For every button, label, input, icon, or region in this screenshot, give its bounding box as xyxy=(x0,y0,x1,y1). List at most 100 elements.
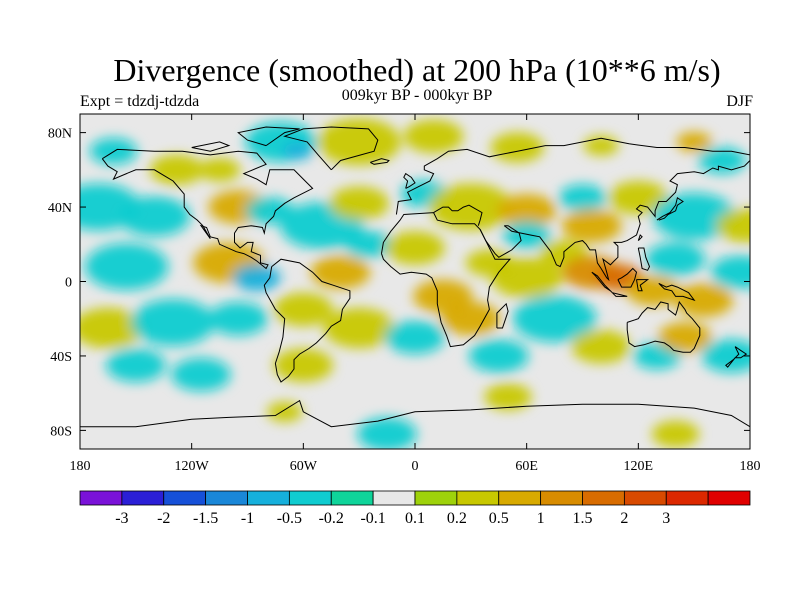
coastline xyxy=(591,271,613,294)
field-blob xyxy=(441,301,501,336)
field-blob xyxy=(208,301,268,336)
coastlines xyxy=(80,126,750,428)
field-blob xyxy=(490,132,545,163)
field-blob xyxy=(673,283,734,317)
lat-tick-label: 80S xyxy=(50,424,72,439)
lat-tick-label: 40N xyxy=(48,201,72,216)
field-blob xyxy=(403,119,464,154)
field-blob xyxy=(317,118,401,166)
colorbar-label: -0.1 xyxy=(360,510,385,527)
field-blob xyxy=(106,348,166,382)
field-blob xyxy=(310,255,371,289)
coastline xyxy=(370,158,390,165)
field-blob xyxy=(502,221,551,249)
field-blob xyxy=(468,339,529,373)
coastline xyxy=(637,234,643,241)
field-blob xyxy=(558,184,607,212)
colorbar-label: 1.5 xyxy=(573,510,593,527)
field-blob xyxy=(496,194,557,228)
coastline xyxy=(611,292,628,297)
coastline xyxy=(656,196,684,221)
coastline xyxy=(626,300,701,353)
colorbar-label: 0.5 xyxy=(489,510,509,527)
figure-subtitle: 009kyr BP - 000kyr BP xyxy=(341,87,493,104)
colorbar-swatch xyxy=(121,490,165,506)
lon-tick-label: 120E xyxy=(624,459,654,474)
field-blob xyxy=(266,401,303,422)
field-blob xyxy=(329,186,389,221)
field-blob xyxy=(131,298,215,346)
colorbar-swatch xyxy=(247,490,290,506)
colorbar-swatch xyxy=(623,490,667,506)
lon-tick-label: 60E xyxy=(515,459,538,474)
coastline xyxy=(725,346,748,368)
field-blob xyxy=(645,242,706,276)
colorbar-label: -1 xyxy=(241,510,254,527)
colorbar-label: 0.1 xyxy=(405,510,425,527)
lon-tick-label: 60W xyxy=(290,459,318,474)
colorbar-label: -0.2 xyxy=(319,510,344,527)
coastline xyxy=(191,141,231,152)
experiment-label: Expt = tdzdj-tdzda xyxy=(80,93,200,110)
field-blob xyxy=(149,154,204,185)
colorbar-swatch xyxy=(456,490,500,506)
colorbar-swatch xyxy=(79,490,123,506)
field-blob xyxy=(698,147,746,174)
field-blob xyxy=(658,322,712,353)
field-blob xyxy=(344,230,393,258)
latitude-axis: 80N 40N 0 40S 80S xyxy=(48,127,750,439)
coastline xyxy=(636,279,650,292)
coastline xyxy=(101,148,314,270)
coastline xyxy=(80,399,750,428)
field-blob xyxy=(652,192,736,240)
field-blob xyxy=(198,158,241,182)
field-blob xyxy=(626,275,681,306)
colorbar-swatch xyxy=(414,490,458,506)
colorbar-swatch xyxy=(582,490,625,506)
coastline xyxy=(263,258,351,383)
coastline xyxy=(504,160,750,282)
coastline xyxy=(403,172,416,189)
colorbar-swatch xyxy=(372,490,416,506)
colorbar-label: 3 xyxy=(662,510,670,527)
field-blob xyxy=(571,329,631,364)
colorbar-swatch xyxy=(498,490,542,506)
field-blob xyxy=(385,320,445,355)
colorbar-label: 1 xyxy=(537,510,545,527)
lon-tick-label: 180 xyxy=(70,459,91,474)
field-blob xyxy=(232,264,281,292)
field-blob xyxy=(710,255,750,289)
field-blob xyxy=(246,197,294,225)
field-blob xyxy=(357,417,417,449)
field-blob xyxy=(385,231,445,265)
field-blob xyxy=(273,292,334,327)
colorbar-label: 0.2 xyxy=(447,510,467,527)
divergence-field xyxy=(80,118,750,449)
field-blob xyxy=(84,243,169,291)
colorbar-swatch xyxy=(163,490,207,506)
figure-title: Divergence (smoothed) at 200 hPa (10**6 … xyxy=(113,52,721,88)
colorbar-swatch xyxy=(330,490,374,506)
colorbar-label: -1.5 xyxy=(193,510,218,527)
coastline xyxy=(658,282,696,302)
field-blob xyxy=(583,135,619,156)
field-blob xyxy=(484,383,532,411)
colorbar-swatch xyxy=(205,490,248,506)
field-blob xyxy=(676,131,713,152)
colorbar-label: -3 xyxy=(115,510,128,527)
field-blob xyxy=(80,307,144,349)
lon-tick-label: 120W xyxy=(175,459,210,474)
field-blob xyxy=(323,307,395,349)
lon-tick-label: 0 xyxy=(412,459,419,474)
longitude-axis: 180 120W 60W 0 60E 120E 180 xyxy=(70,114,761,474)
field-blob xyxy=(608,181,669,215)
field-blob xyxy=(429,183,513,231)
colorbar-label: 2 xyxy=(620,510,628,527)
coastline xyxy=(237,126,300,147)
coastline xyxy=(283,126,379,171)
colorbar-label: -2 xyxy=(157,510,170,527)
field-blob xyxy=(512,295,597,343)
field-blob xyxy=(651,420,700,448)
lat-tick-label: 80N xyxy=(48,127,72,142)
